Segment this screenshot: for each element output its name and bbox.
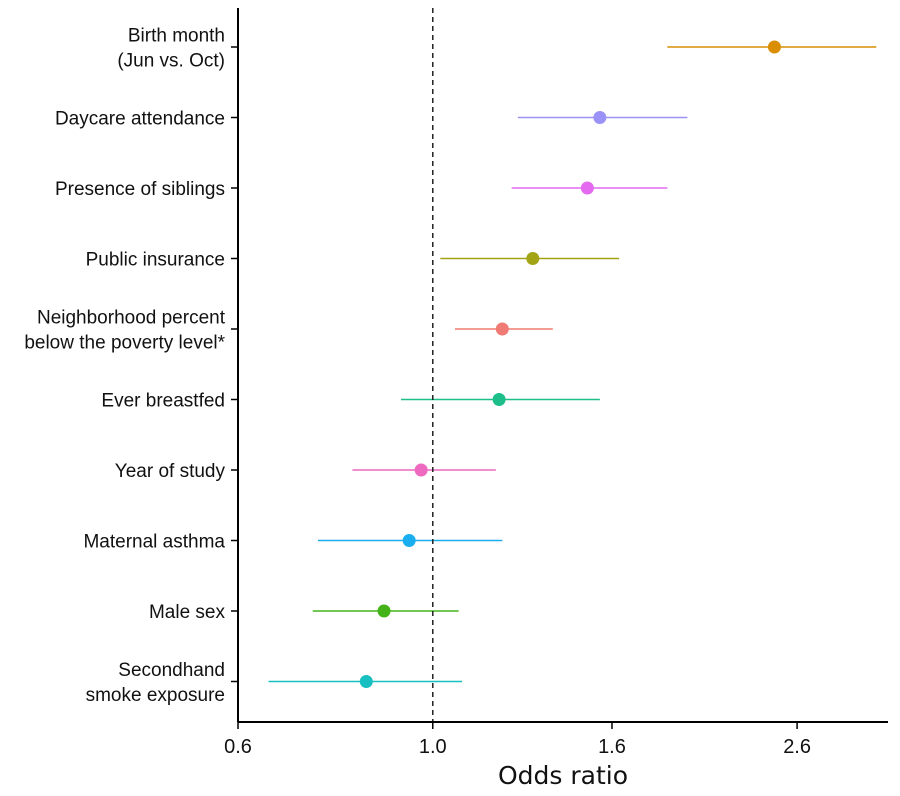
- axes: [237, 8, 888, 723]
- point-estimate: [526, 252, 540, 265]
- point-estimate: [359, 675, 373, 688]
- x-axis-ticks: 0.6 1.0 1.6 2.6: [224, 722, 811, 758]
- x-axis-title: Odds ratio: [498, 761, 628, 790]
- y-category-label: Maternal asthma: [83, 532, 225, 553]
- x-tick-label: 2.6: [783, 736, 811, 758]
- point-estimate: [580, 181, 594, 195]
- point-estimate: [492, 393, 506, 406]
- y-category-label: Secondhand: [118, 660, 225, 681]
- point-estimate: [593, 111, 607, 124]
- y-axis-labels: Birth month (Jun vs. Oct) Daycare attendan…: [24, 26, 238, 706]
- point-estimate: [402, 534, 416, 547]
- y-category-label: Public insurance: [86, 250, 225, 271]
- y-category-label: Year of study: [115, 461, 226, 482]
- point-estimate: [767, 40, 781, 54]
- y-category-label: below the poverty level*: [24, 333, 225, 354]
- y-category-label: Birth month: [128, 26, 225, 47]
- x-tick-label: 0.6: [224, 736, 252, 758]
- point-estimate: [377, 604, 391, 618]
- point-estimate: [414, 463, 428, 477]
- y-category-label: (Jun vs. Oct): [117, 51, 225, 72]
- y-category-label: Ever breastfed: [101, 391, 225, 412]
- forest-rows: [268, 40, 877, 688]
- x-tick-label: 1.6: [598, 736, 626, 758]
- point-estimate: [495, 322, 509, 336]
- y-category-label: Neighborhood percent: [37, 308, 226, 329]
- y-category-label: Daycare attendance: [55, 109, 225, 130]
- y-category-label: Presence of siblings: [55, 179, 225, 200]
- y-category-label: smoke exposure: [86, 685, 225, 706]
- x-tick-label: 1.0: [419, 736, 447, 758]
- y-category-label: Male sex: [149, 602, 226, 623]
